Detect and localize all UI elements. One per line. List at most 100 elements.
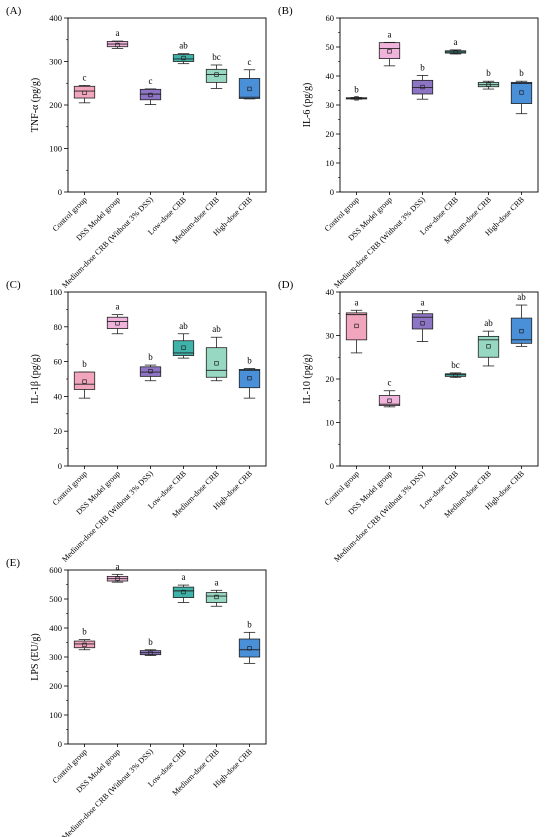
- box: [238, 638, 261, 658]
- significance-letter: ab: [484, 318, 493, 328]
- y-tick-label: 0: [330, 187, 334, 197]
- significance-letter: a: [116, 302, 120, 312]
- y-tick-label: 200: [49, 100, 62, 110]
- panel-label: (E): [6, 557, 20, 569]
- mean-marker: [247, 646, 252, 651]
- y-tick-label: 400: [49, 623, 62, 633]
- significance-letter: b: [354, 84, 359, 94]
- mean-marker: [453, 373, 458, 378]
- plot-frame: [67, 569, 267, 745]
- significance-letter: a: [215, 577, 219, 587]
- y-tick-label: 0: [58, 739, 62, 749]
- y-tick-label: 40: [326, 287, 335, 297]
- mean-marker: [214, 72, 219, 77]
- mean-marker: [115, 321, 120, 326]
- y-tick-label: 60: [54, 357, 63, 367]
- mean-marker: [148, 92, 153, 98]
- y-axis-label: IL-10 (pg/g): [302, 354, 313, 404]
- significance-letter: a: [421, 298, 425, 308]
- mean-marker: [181, 55, 186, 61]
- y-tick-label: 30: [326, 100, 335, 110]
- y-tick-label: 0: [58, 187, 62, 197]
- box: [238, 78, 261, 99]
- significance-letter: ab: [212, 324, 221, 334]
- y-tick-label: 500: [49, 594, 62, 604]
- significance-letter: b: [82, 359, 87, 369]
- significance-letter: bc: [451, 360, 460, 370]
- y-axis-label: IL-1β (pg/g): [30, 354, 41, 404]
- significance-letter: b: [519, 68, 524, 78]
- y-tick-label: 100: [49, 144, 62, 154]
- y-tick-label: 400: [49, 13, 62, 23]
- y-axis-label: TNF-α (pg/g): [30, 78, 41, 132]
- box: [73, 85, 96, 99]
- y-tick-label: 20: [326, 374, 335, 384]
- mean-marker: [420, 321, 425, 326]
- significance-letter: b: [148, 637, 153, 647]
- significance-letter: b: [82, 627, 87, 637]
- mean-marker: [82, 379, 87, 384]
- panel-label: (B): [278, 5, 293, 17]
- mean-marker: [354, 96, 359, 101]
- box: [205, 592, 228, 603]
- mean-marker: [148, 369, 153, 374]
- y-axis-label: IL-6 (pg/g): [302, 83, 313, 128]
- significance-letter: a: [454, 37, 458, 47]
- mean-marker: [115, 42, 120, 48]
- mean-marker: [82, 90, 87, 95]
- mean-marker: [519, 90, 524, 95]
- mean-marker: [354, 323, 359, 329]
- mean-marker: [486, 344, 491, 349]
- mean-marker: [214, 361, 219, 366]
- significance-letter: c: [149, 76, 153, 86]
- panel-e: (E) LPS (EU/g) 0100200300400500600bContr…: [6, 557, 267, 837]
- box: [510, 317, 533, 344]
- box: [73, 371, 96, 390]
- y-tick-label: 10: [326, 418, 335, 428]
- significance-letter: ab: [179, 41, 188, 51]
- y-tick-label: 20: [326, 129, 335, 139]
- box: [477, 335, 500, 358]
- mean-marker: [148, 650, 153, 656]
- plot-frame: [339, 291, 539, 467]
- significance-letter: a: [182, 572, 186, 582]
- plot-frame: [67, 17, 267, 193]
- significance-letter: c: [83, 72, 87, 82]
- panel-label: (A): [6, 5, 22, 17]
- panel-label: (D): [278, 279, 294, 291]
- y-tick-label: 0: [58, 461, 62, 471]
- box: [106, 316, 129, 329]
- significance-letter: b: [247, 619, 252, 629]
- y-tick-label: 100: [49, 287, 62, 297]
- mean-marker: [387, 398, 392, 403]
- box: [172, 586, 195, 598]
- mean-marker: [519, 329, 524, 334]
- y-tick-label: 50: [326, 42, 335, 52]
- mean-marker: [486, 82, 491, 87]
- significance-letter: b: [486, 68, 491, 78]
- significance-letter: c: [248, 57, 252, 67]
- y-tick-label: 40: [54, 391, 63, 401]
- mean-marker: [82, 642, 87, 647]
- mean-marker: [115, 576, 120, 581]
- box: [238, 369, 261, 389]
- box: [510, 81, 533, 104]
- mean-marker: [214, 594, 219, 600]
- box: [205, 68, 228, 83]
- box: [172, 54, 195, 62]
- significance-letter: b: [420, 62, 425, 72]
- y-tick-label: 300: [49, 652, 62, 662]
- mean-marker: [181, 589, 186, 595]
- mean-marker: [247, 86, 252, 92]
- y-tick-label: 0: [330, 461, 334, 471]
- significance-letter: a: [355, 297, 359, 307]
- significance-letter: a: [116, 28, 120, 38]
- significance-letter: b: [148, 352, 153, 362]
- panel-label: (C): [6, 279, 21, 291]
- y-tick-label: 60: [326, 13, 335, 23]
- significance-letter: ab: [179, 321, 188, 331]
